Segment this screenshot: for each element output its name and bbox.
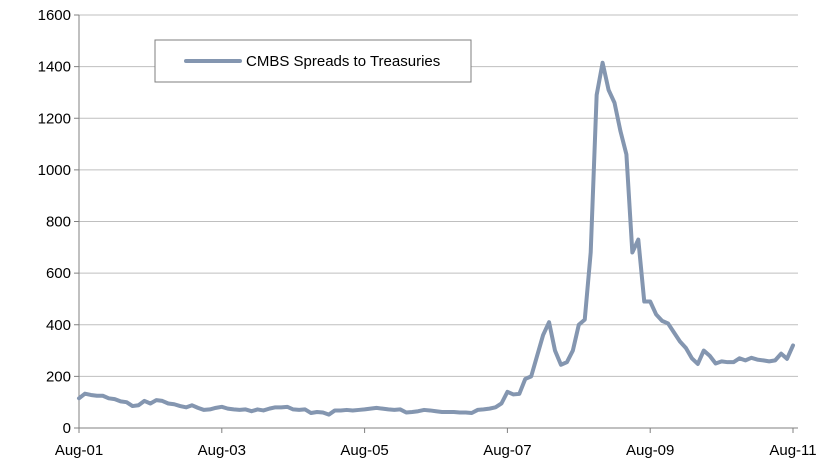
x-tick-label-aug-05: Aug-05 — [340, 442, 388, 459]
x-axis-tick-labels: Aug-01 Aug-03 Aug-05 Aug-07 Aug-09 Aug-11 — [55, 442, 817, 459]
y-tick-label-1600: 1600 — [38, 7, 71, 24]
x-tick-label-aug-09: Aug-09 — [626, 442, 674, 459]
legend: CMBS Spreads to Treasuries — [154, 39, 472, 83]
y-tick-label-200: 200 — [46, 368, 71, 385]
series-layer — [77, 60, 795, 417]
y-axis-tick-labels: 0 200 400 600 800 1000 1200 1400 1600 — [38, 7, 71, 437]
x-tick-label-aug-11: Aug-11 — [769, 442, 816, 459]
x-tick-label-aug-01: Aug-01 — [55, 442, 103, 459]
legend-label-cmbs: CMBS Spreads to Treasuries — [246, 53, 440, 70]
y-tick-label-1400: 1400 — [38, 59, 71, 76]
axes — [74, 14, 798, 433]
y-tick-label-400: 400 — [46, 317, 71, 334]
y-tick-label-1200: 1200 — [38, 110, 71, 127]
y-tick-label-600: 600 — [46, 265, 71, 282]
y-tick-label-0: 0 — [63, 420, 71, 437]
y-tick-label-800: 800 — [46, 214, 71, 231]
y-tick-label-1000: 1000 — [38, 162, 71, 179]
x-tick-label-aug-03: Aug-03 — [198, 442, 246, 459]
x-tick-label-aug-07: Aug-07 — [483, 442, 531, 459]
series-line-cmbs-spreads — [77, 60, 795, 417]
